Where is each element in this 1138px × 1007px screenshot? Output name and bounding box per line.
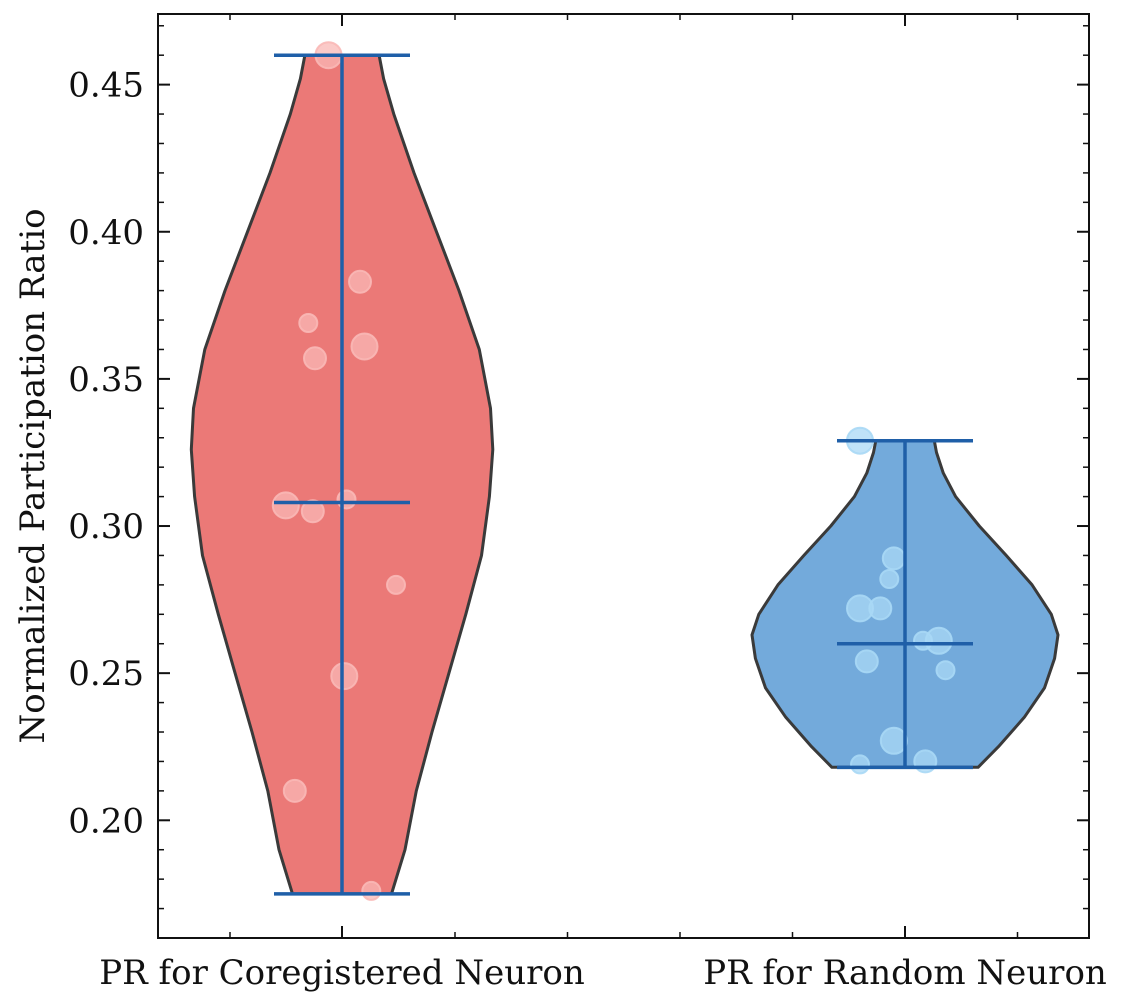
data-point bbox=[271, 491, 300, 520]
data-point bbox=[361, 880, 382, 901]
plot-border bbox=[157, 13, 1090, 939]
y-tick-label: 0.35 bbox=[68, 360, 144, 400]
data-point bbox=[298, 313, 319, 333]
data-point bbox=[879, 569, 900, 589]
data-point bbox=[282, 778, 307, 803]
plot-frame bbox=[157, 13, 1090, 939]
tick-labels: 0.20 0.25 0.30 0.35 0.40 0.45 PR for Coregiste… bbox=[68, 66, 1107, 993]
data-point bbox=[881, 546, 906, 571]
data-point bbox=[850, 754, 870, 775]
y-tick-label: 0.45 bbox=[68, 66, 144, 106]
x-tick-label: PR for Random Neuron bbox=[703, 953, 1107, 993]
y-tick-label: 0.25 bbox=[68, 654, 144, 694]
data-point bbox=[935, 660, 956, 681]
violin-layer bbox=[189, 41, 1060, 901]
y-tick-label: 0.30 bbox=[68, 507, 144, 547]
data-point bbox=[348, 269, 372, 294]
data-point bbox=[350, 332, 379, 361]
data-point bbox=[924, 626, 953, 655]
y-tick-label: 0.40 bbox=[68, 213, 144, 253]
data-point bbox=[330, 662, 359, 691]
data-point bbox=[868, 596, 893, 621]
y-axis-label: Normalized Participation Ratio bbox=[13, 208, 53, 743]
y-tick-label: 0.20 bbox=[68, 801, 144, 841]
data-point bbox=[386, 574, 406, 595]
data-point bbox=[913, 749, 938, 774]
x-tick-label: PR for Coregistered Neuron bbox=[99, 953, 584, 993]
data-point bbox=[336, 489, 357, 510]
data-point bbox=[854, 649, 879, 674]
data-point bbox=[879, 726, 908, 755]
data-point bbox=[303, 346, 327, 371]
axis-ticks bbox=[158, 14, 1089, 938]
data-point bbox=[300, 499, 325, 524]
